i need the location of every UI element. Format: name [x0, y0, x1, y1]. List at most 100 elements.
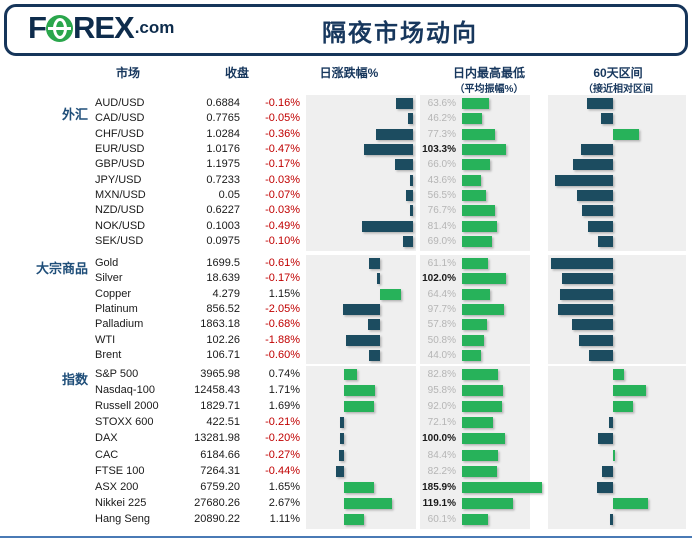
- intraday-range-bar: [462, 98, 490, 109]
- market-name: Palladium: [95, 318, 144, 331]
- close-value: 102.26: [206, 333, 240, 346]
- intraday-range-bar: [462, 159, 491, 171]
- page-title: 隔夜市场动向: [322, 20, 478, 47]
- range60-bar: [609, 417, 613, 429]
- intraday-range-label: 44.0%: [427, 350, 456, 362]
- change-bar: [344, 401, 375, 413]
- change-value: -0.16%: [265, 97, 300, 109]
- col-header-close: 收盘: [224, 66, 249, 80]
- intraday-range-bar: [462, 465, 498, 477]
- intraday-range-bar: [462, 174, 481, 186]
- group-panel-60day-range: [548, 95, 686, 251]
- intraday-range-bar: [462, 236, 492, 248]
- change-bar: [405, 190, 413, 202]
- close-value: 12458.43: [194, 384, 240, 397]
- change-value: -0.49%: [265, 219, 300, 232]
- range60-bar: [555, 174, 613, 186]
- market-name: CAC: [95, 448, 119, 461]
- range60-bar: [581, 144, 613, 156]
- change-bar: [402, 236, 413, 248]
- market-name: Silver: [95, 272, 123, 285]
- col-header-market: 市场: [115, 66, 140, 80]
- market-name: DAX: [95, 432, 118, 445]
- intraday-range-label: 92.0%: [427, 401, 456, 413]
- market-name: Russell 2000: [95, 400, 159, 413]
- change-value: 0.74%: [268, 368, 300, 380]
- change-value: -0.61%: [265, 257, 300, 269]
- intraday-range-bar: [462, 369, 498, 380]
- range60-bar: [560, 288, 613, 300]
- intraday-range-label: 185.9%: [422, 481, 456, 493]
- intraday-range-label: 66.0%: [427, 159, 456, 171]
- close-value: 4.279: [212, 287, 240, 300]
- market-name: ASX 200: [95, 480, 139, 493]
- close-value: 27680.26: [194, 496, 240, 509]
- range60-bar: [610, 513, 613, 525]
- change-bar: [409, 205, 413, 217]
- change-bar: [340, 433, 344, 445]
- change-bar: [340, 417, 344, 429]
- market-name: NZD/USD: [95, 204, 144, 217]
- close-value: 0.6227: [206, 204, 240, 217]
- market-name: Copper: [95, 287, 132, 300]
- change-value: -0.17%: [265, 272, 300, 285]
- intraday-range-label: 69.0%: [427, 236, 456, 248]
- forex-logo-com: .com: [134, 18, 175, 37]
- market-name: EUR/USD: [95, 143, 145, 156]
- intraday-range-bar: [462, 334, 484, 346]
- intraday-range-label: 82.8%: [427, 369, 456, 380]
- range60-bar: [613, 385, 646, 397]
- intraday-range-bar: [462, 190, 487, 202]
- market-name: FTSE 100: [95, 464, 145, 477]
- close-value: 3965.98: [200, 368, 240, 380]
- range60-bar: [598, 236, 613, 248]
- change-bar: [396, 98, 413, 109]
- range60-bar: [613, 369, 624, 380]
- market-name: SEK/USD: [95, 235, 144, 248]
- close-value: 7264.31: [200, 464, 240, 477]
- change-value: -1.88%: [265, 333, 300, 346]
- range60-bar: [613, 128, 639, 140]
- range60-bar: [588, 220, 613, 232]
- change-bar: [344, 385, 375, 397]
- change-bar: [344, 481, 374, 493]
- change-bar: [344, 369, 358, 380]
- market-name: Brent: [95, 349, 122, 362]
- range60-bar: [562, 273, 613, 285]
- intraday-range-label: 64.4%: [427, 288, 456, 300]
- change-value: 1.71%: [268, 384, 300, 397]
- change-value: -0.20%: [265, 432, 300, 445]
- market-name: NOK/USD: [95, 219, 146, 232]
- intraday-range-label: 60.1%: [427, 513, 456, 525]
- range60-bar: [558, 304, 613, 316]
- close-value: 422.51: [206, 416, 240, 429]
- change-value: -0.68%: [265, 318, 300, 331]
- intraday-range-label: 61.1%: [427, 258, 456, 269]
- market-name: AUD/USD: [95, 97, 145, 109]
- range60-bar: [577, 190, 613, 202]
- intraday-range-label: 97.7%: [427, 304, 456, 316]
- intraday-range-label: 50.8%: [427, 334, 456, 346]
- range60-bar: [582, 205, 613, 217]
- range60-bar: [572, 319, 613, 331]
- change-bar: [409, 174, 413, 186]
- intraday-range-bar: [462, 417, 493, 429]
- close-value: 0.0975: [206, 235, 240, 248]
- close-value: 1829.71: [200, 400, 240, 413]
- change-bar: [395, 159, 413, 171]
- market-name: Gold: [95, 257, 119, 269]
- intraday-range-bar: [462, 513, 488, 525]
- market-name: JPY/USD: [95, 173, 142, 186]
- change-value: -2.05%: [265, 303, 300, 316]
- close-value: 1.1975: [206, 158, 240, 171]
- change-bar: [376, 273, 380, 285]
- range60-bar: [589, 350, 613, 362]
- intraday-range-bar: [462, 273, 506, 285]
- intraday-range-label: 102.0%: [422, 273, 456, 285]
- col-subheader-intraday-range: （平均振幅%）: [454, 84, 524, 95]
- col-header-60day-range: 60天区间: [593, 66, 643, 80]
- intraday-range-bar: [462, 144, 507, 156]
- change-value: 1.15%: [268, 287, 300, 300]
- change-bar: [364, 144, 413, 156]
- change-value: -0.21%: [265, 416, 300, 429]
